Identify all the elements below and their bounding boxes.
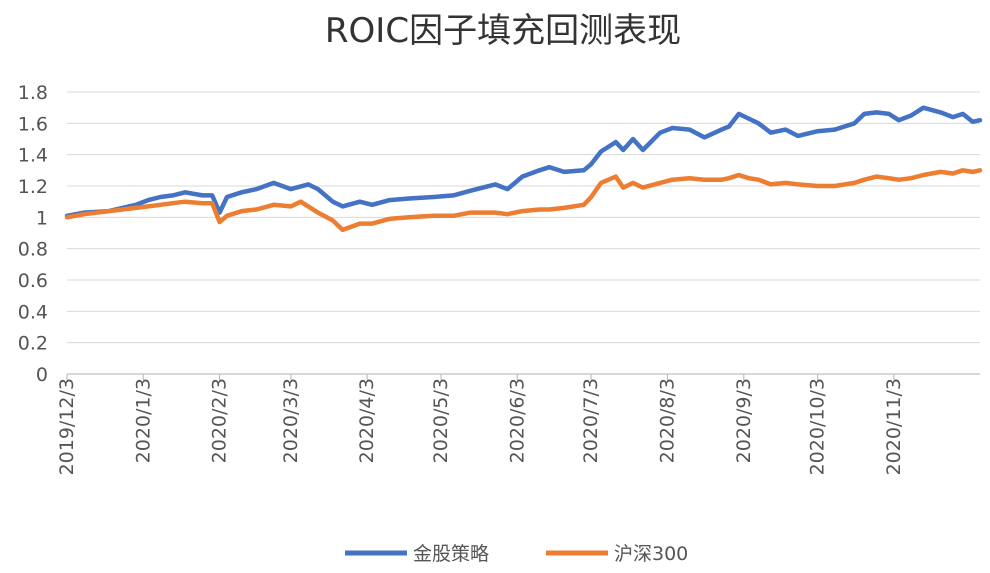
series-line-2	[64, 168, 983, 233]
legend: 金股策略 沪深300	[345, 543, 688, 565]
y-axis: 0 0.2 0.4 0.6 0.8 1 1.2 1.4 1.6 1.8	[18, 82, 48, 386]
chart-title: ROIC因子填充回测表现	[325, 11, 681, 51]
series-lines	[64, 105, 983, 233]
legend-label-2: 沪深300	[614, 543, 688, 565]
y-tick-label: 1.2	[18, 176, 48, 198]
x-tick-label: 2020/4/3	[356, 378, 378, 463]
y-tick-label: 0.8	[18, 239, 48, 261]
x-tick-label: 2020/9/3	[733, 378, 755, 463]
x-tick-label: 2020/3/3	[280, 378, 302, 463]
x-tick-label: 2020/6/3	[506, 378, 528, 463]
y-tick-label: 0.4	[18, 301, 48, 323]
y-tick-label: 1.4	[18, 145, 48, 167]
x-tick-label: 2020/11/3	[883, 378, 905, 475]
x-tick-label: 2020/5/3	[430, 378, 452, 463]
y-tick-label: 0	[36, 364, 48, 386]
y-tick-label: 0.2	[18, 333, 48, 355]
y-tick-label: 1	[36, 207, 48, 229]
y-tick-label: 1.8	[18, 82, 48, 104]
series-line-1	[64, 105, 983, 219]
x-tick-label: 2020/8/3	[656, 378, 678, 463]
x-tick-label: 2020/10/3	[807, 378, 829, 475]
legend-label-1: 金股策略	[413, 543, 489, 565]
x-tick-label: 2019/12/3	[56, 378, 78, 475]
grid	[67, 91, 980, 344]
y-tick-label: 1.6	[18, 113, 48, 135]
x-tick-label: 2020/7/3	[580, 378, 602, 463]
y-tick-label: 0.6	[18, 270, 48, 292]
x-axis: 2019/12/3 2020/1/3 2020/2/3 2020/3/3 2020/4/…	[56, 373, 980, 475]
x-tick-label: 2020/2/3	[209, 378, 231, 463]
x-tick-label: 2020/1/3	[132, 378, 154, 463]
